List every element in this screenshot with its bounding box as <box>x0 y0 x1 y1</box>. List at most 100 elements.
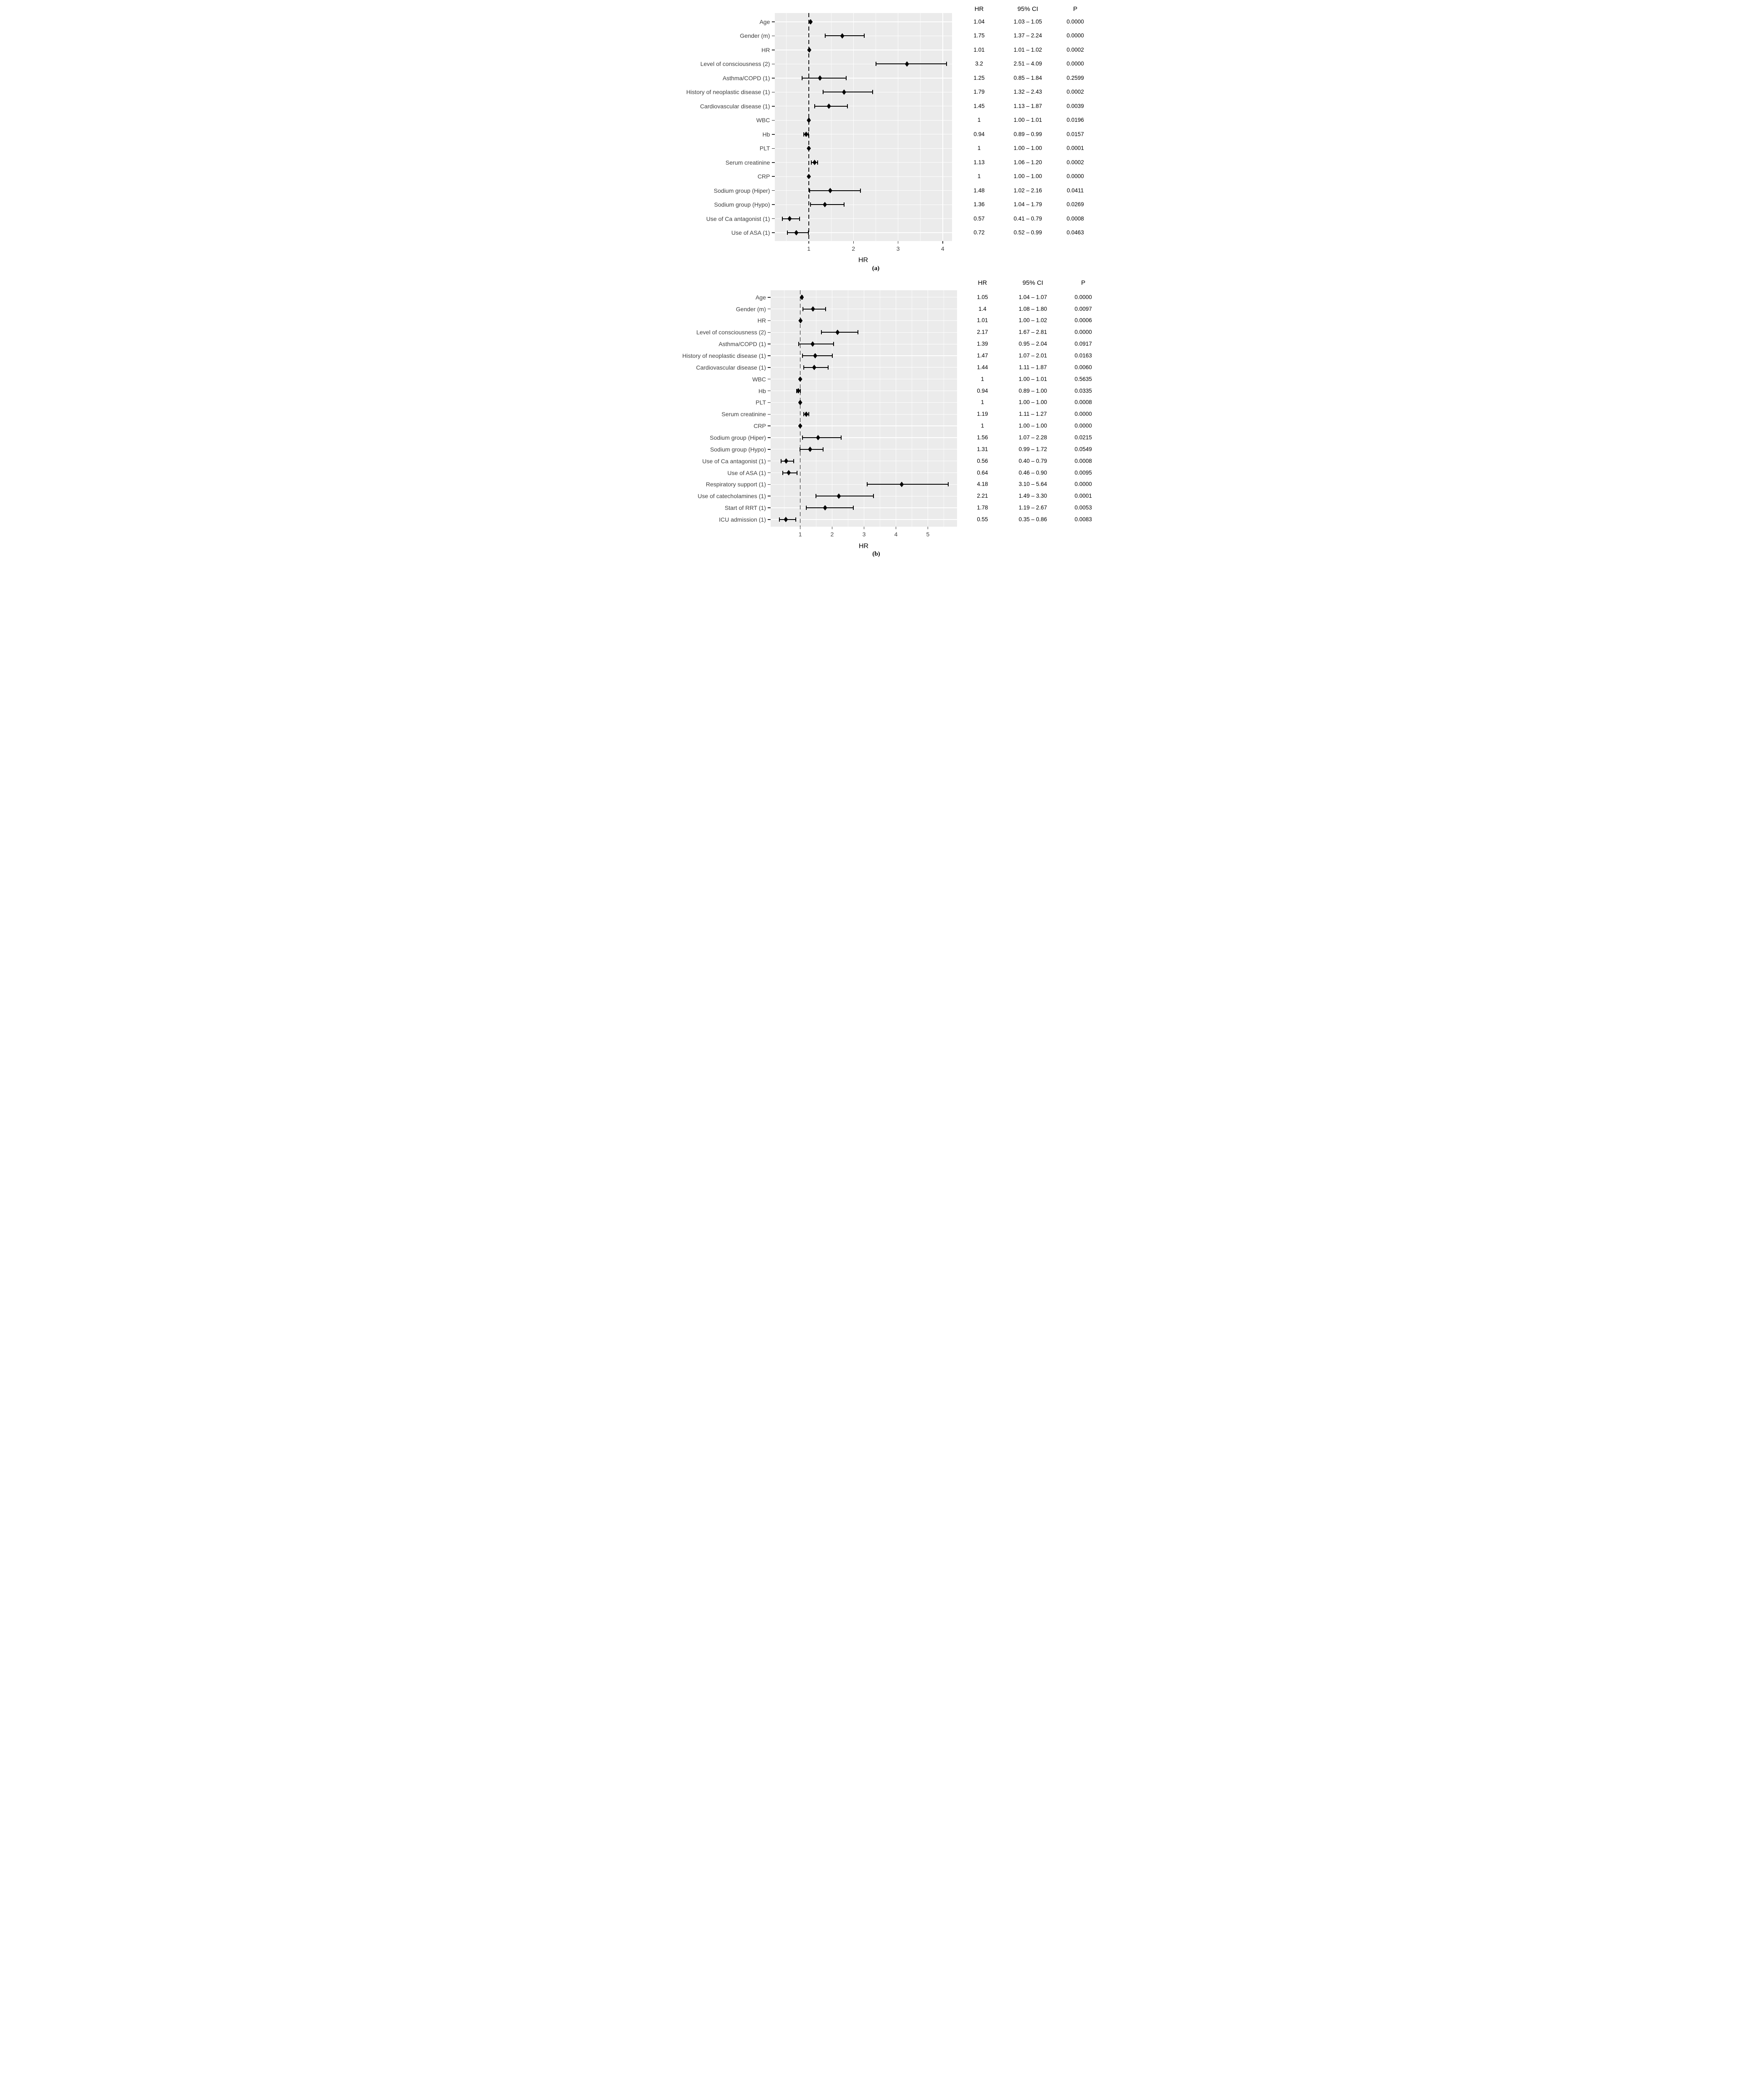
plot-area-a <box>775 13 952 241</box>
y-axis-tick <box>772 92 775 93</box>
row-label: Hb <box>758 387 766 394</box>
gridline-row <box>771 484 957 485</box>
gridline-row <box>771 332 957 333</box>
gridline-row <box>775 120 952 121</box>
hr-diamond-marker <box>905 61 909 67</box>
ci-cap-right <box>853 506 854 510</box>
cell-hr: 0.94 <box>977 387 988 394</box>
y-axis-tick <box>768 425 771 426</box>
cell-p: 0.0097 <box>1074 305 1092 312</box>
y-axis-tick <box>768 378 771 380</box>
row-label: Sodium group (Hiper) <box>710 434 766 441</box>
cell-hr: 1.01 <box>977 317 988 324</box>
hr-diamond-marker <box>808 19 813 25</box>
cell-ci: 0.99 – 1.72 <box>1018 446 1047 452</box>
cell-ci: 1.08 – 1.80 <box>1018 305 1047 312</box>
gridline-row <box>771 507 957 508</box>
cell-p: 0.0008 <box>1074 457 1092 464</box>
cell-hr: 1 <box>981 423 984 429</box>
reference-line <box>800 290 801 527</box>
ci-bar <box>810 190 861 191</box>
hr-diamond-marker <box>807 145 811 151</box>
forest-plot-figure: Age 1.04 1.03 – 1.05 0.0000 Gender (m) 1.75 1.… <box>657 0 1095 562</box>
row-label: Age <box>759 18 770 25</box>
cell-ci: 0.41 – 0.79 <box>1013 215 1042 222</box>
ci-cap-right <box>827 365 829 370</box>
row-label: WBC <box>752 375 766 383</box>
ci-bar <box>806 507 854 509</box>
hr-diamond-marker <box>812 365 816 370</box>
ci-cap-right <box>832 354 833 358</box>
row-label: Hb <box>762 131 770 138</box>
cell-hr: 1.13 <box>973 159 985 165</box>
row-label: Use of ASA (1) <box>731 229 770 236</box>
y-axis-tick <box>768 519 771 520</box>
row-label: Use of Ca antagonist (1) <box>702 457 766 465</box>
row-label: Cardiovascular disease (1) <box>700 102 770 110</box>
table-header-ci-a: 95% CI <box>1017 5 1039 13</box>
y-axis-tick <box>768 507 771 508</box>
ci-cap-right <box>808 231 809 235</box>
cell-p: 0.0269 <box>1066 201 1084 208</box>
y-axis-tick <box>768 414 771 415</box>
cell-hr: 1.36 <box>973 201 985 208</box>
cell-ci: 3.10 – 5.64 <box>1018 481 1047 488</box>
ci-cap-left <box>787 231 788 235</box>
cell-hr: 4.18 <box>977 481 988 488</box>
cell-p: 0.0335 <box>1074 387 1092 394</box>
ci-bar <box>821 332 858 333</box>
hr-diamond-marker <box>837 493 841 499</box>
hr-diamond-marker <box>812 160 817 165</box>
ci-cap-left <box>823 90 824 94</box>
cell-hr: 3.2 <box>975 60 983 67</box>
x-axis-tick <box>808 241 809 244</box>
ci-bar <box>825 35 864 37</box>
gridline-row <box>771 472 957 473</box>
hr-diamond-marker <box>804 131 808 137</box>
cell-hr: 0.94 <box>973 131 985 137</box>
row-label: Level of consciousness (2) <box>696 329 766 336</box>
ci-bar <box>802 77 847 79</box>
cell-p: 0.0008 <box>1066 215 1084 222</box>
y-axis-tick <box>772 21 775 22</box>
ci-cap-right <box>846 76 847 80</box>
cell-hr: 1 <box>977 173 981 180</box>
ci-cap-left <box>867 482 868 487</box>
cell-ci: 1.11 – 1.27 <box>1019 411 1047 417</box>
cell-p: 0.0215 <box>1074 434 1092 441</box>
cell-hr: 1.4 <box>978 305 986 312</box>
cell-ci: 0.35 – 0.86 <box>1018 516 1047 522</box>
ci-cap-right <box>799 216 800 221</box>
row-label: Cardiovascular disease (1) <box>696 364 766 371</box>
cell-p: 0.0060 <box>1074 364 1092 370</box>
gridline-major <box>863 290 865 527</box>
ci-cap-left <box>803 132 805 136</box>
ci-cap-right <box>863 34 865 38</box>
cell-ci: 1.07 – 2.01 <box>1018 352 1047 359</box>
x-axis-tick-label: 5 <box>926 530 930 538</box>
ci-cap-right <box>872 90 873 94</box>
cell-ci: 1.19 – 2.67 <box>1018 504 1047 511</box>
ci-cap-right <box>873 494 874 499</box>
cell-ci: 0.46 – 0.90 <box>1018 469 1047 476</box>
row-label: WBC <box>756 117 770 124</box>
cell-hr: 0.72 <box>973 229 985 236</box>
cell-hr: 1.79 <box>973 89 985 95</box>
gridline-row <box>775 21 952 22</box>
ci-cap-left <box>805 506 807 510</box>
panel-caption-b: (b) <box>872 551 880 557</box>
cell-hr: 1.39 <box>977 341 988 347</box>
hr-diamond-marker <box>784 517 788 522</box>
row-label: CRP <box>757 173 770 180</box>
ci-cap-right <box>825 307 826 311</box>
cell-p: 0.0163 <box>1074 352 1092 359</box>
cell-p: 0.2599 <box>1066 74 1084 81</box>
cell-p: 0.5635 <box>1074 375 1092 382</box>
gridline-row <box>771 320 957 321</box>
cell-hr: 0.56 <box>977 457 988 464</box>
hr-diamond-marker <box>807 173 811 179</box>
cell-hr: 0.55 <box>977 516 988 522</box>
reference-line <box>808 13 809 241</box>
ci-cap-right <box>948 482 949 487</box>
y-axis-tick <box>772 106 775 107</box>
